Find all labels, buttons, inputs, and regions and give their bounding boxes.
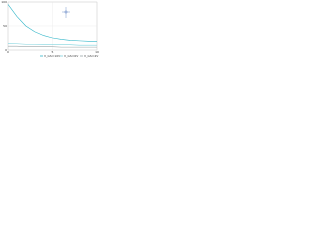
x-tick-label: 0: [7, 50, 9, 54]
legend-label: V_GS=10V: [44, 54, 61, 58]
y-tick-label: 50: [3, 24, 7, 28]
y-tick-label: 0: [5, 48, 7, 52]
legend-label: V_GS=4V: [84, 54, 99, 58]
y-tick-label: 100: [1, 0, 7, 4]
x-tick-label: 5: [52, 50, 54, 54]
inset-diagram: [62, 7, 70, 18]
x-tick-label: 10: [95, 50, 99, 54]
series-line: [7, 42, 97, 46]
series-line: [7, 4, 97, 42]
page: {"chart_data": {"type": "line", "x": [0,…: [0, 0, 100, 61]
series-line: [8, 45, 97, 48]
legend-label: V_GS=6V: [64, 54, 79, 58]
